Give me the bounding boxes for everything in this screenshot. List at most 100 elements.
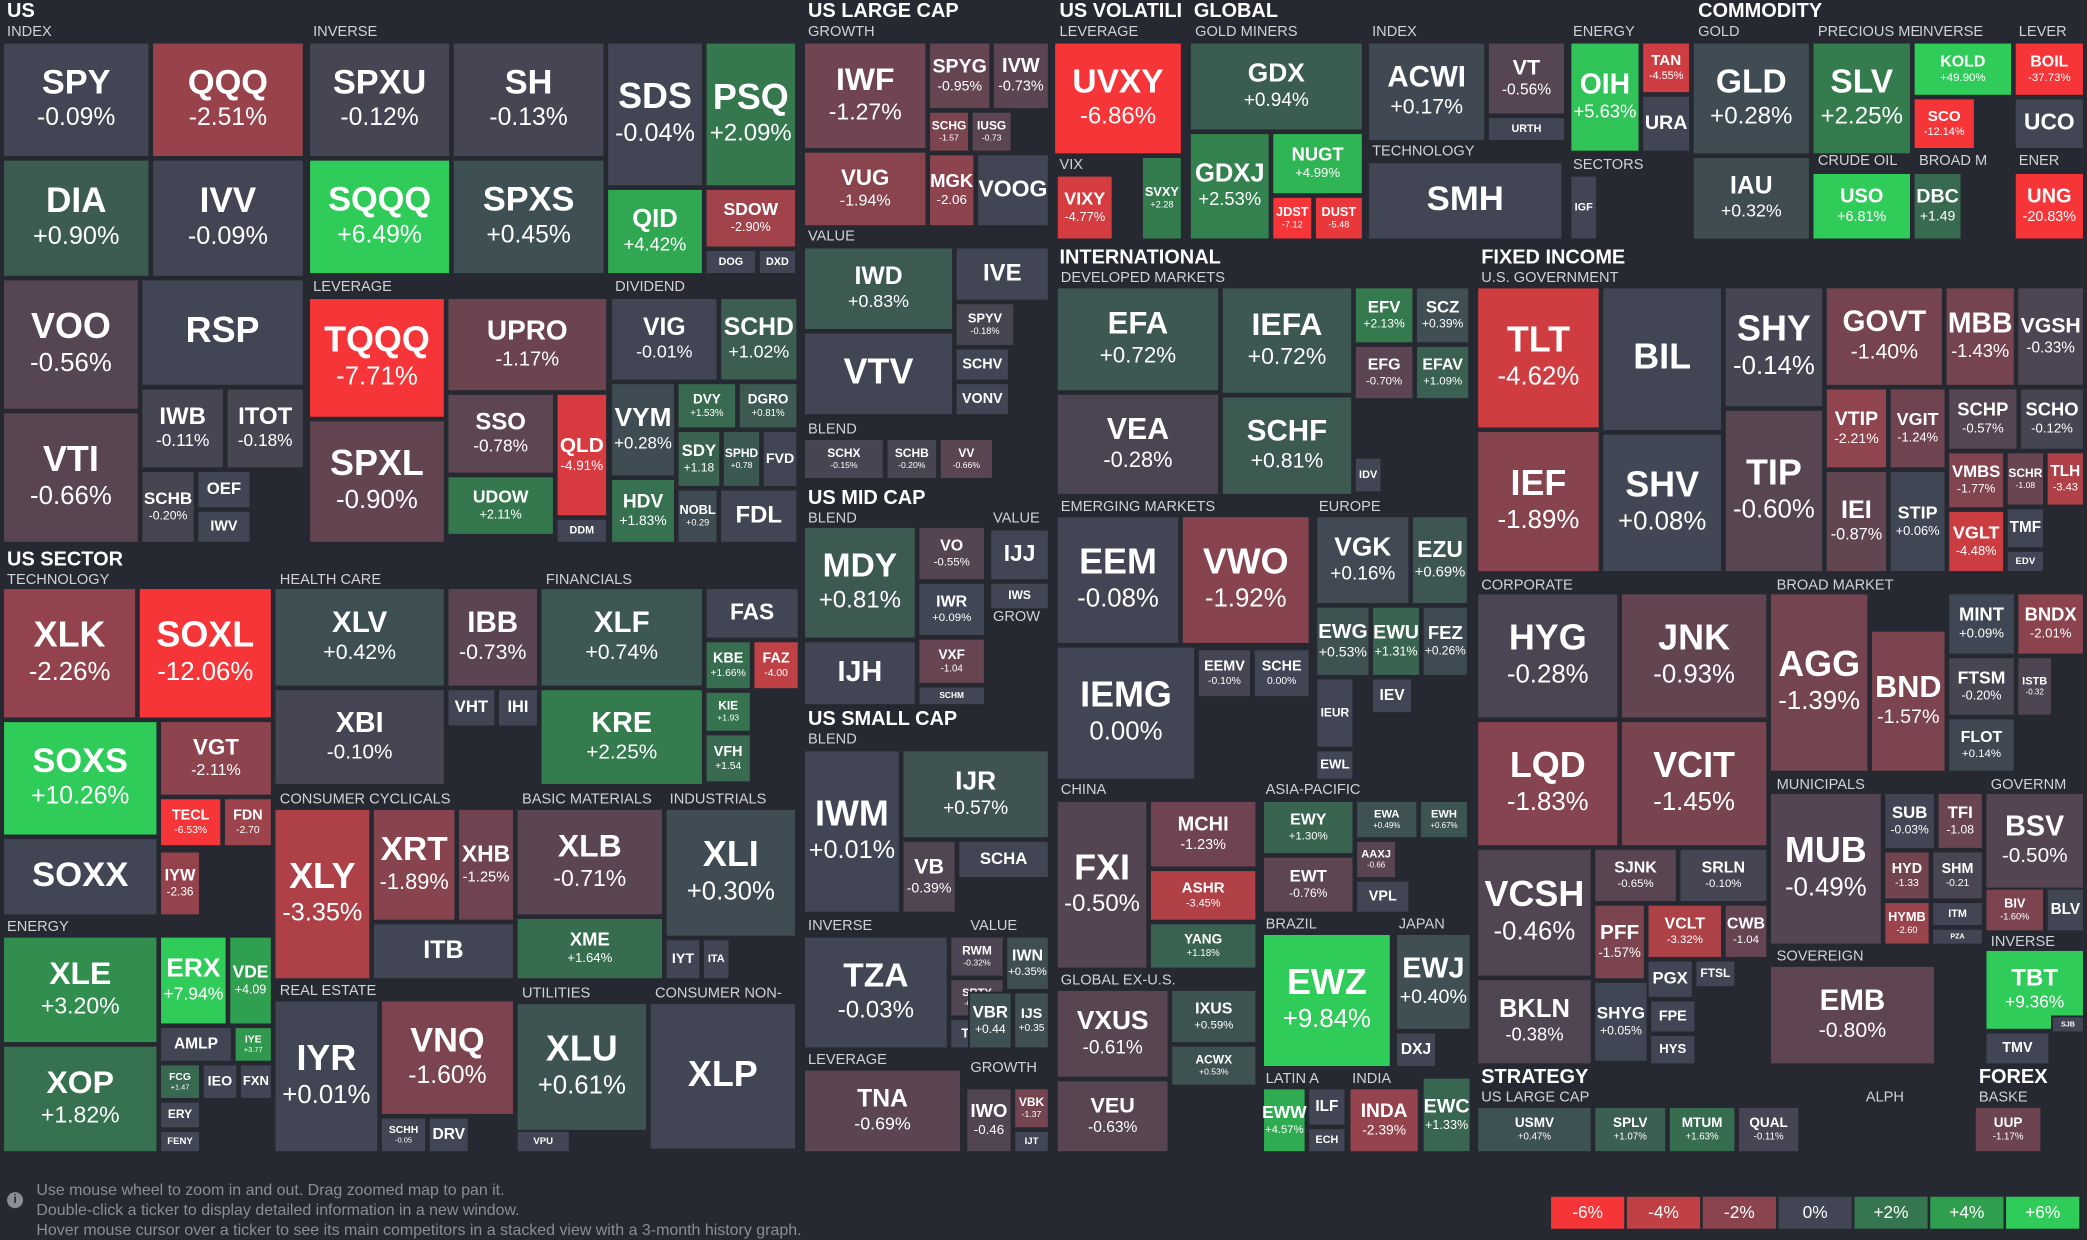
- ticker-tile[interactable]: [1348, 1087, 1420, 1154]
- ticker-tile[interactable]: [1476, 978, 1593, 1066]
- ticker-tile[interactable]: [1252, 648, 1311, 699]
- ticker-tile[interactable]: [1055, 174, 1114, 241]
- ticker-tile[interactable]: [1883, 901, 1931, 946]
- ticker-tile[interactable]: [1315, 515, 1411, 606]
- ticker-tile[interactable]: [1768, 592, 1870, 773]
- ticker-tile[interactable]: [371, 922, 515, 981]
- ticker-tile[interactable]: [1476, 592, 1620, 720]
- ticker-tile[interactable]: [2019, 387, 2085, 451]
- ticker-tile[interactable]: [1888, 387, 1947, 470]
- ticker-tile[interactable]: [1768, 791, 1883, 946]
- ticker-tile[interactable]: [1667, 1105, 1737, 1154]
- ticker-tile[interactable]: [917, 685, 986, 707]
- ticker-tile[interactable]: [151, 41, 305, 158]
- ticker-tile[interactable]: [1486, 116, 1567, 143]
- ticker-tile[interactable]: [803, 640, 917, 707]
- ticker-tile[interactable]: [1307, 1127, 1347, 1154]
- ticker-tile[interactable]: [1055, 392, 1221, 496]
- ticker-tile[interactable]: [1476, 286, 1601, 430]
- ticker-tile[interactable]: [704, 249, 758, 276]
- ticker-tile[interactable]: [1367, 41, 1487, 143]
- ticker-tile[interactable]: [515, 1129, 571, 1154]
- ticker-tile[interactable]: [1947, 451, 2006, 510]
- ticker-tile[interactable]: [159, 850, 201, 917]
- ticker-tile[interactable]: [451, 158, 606, 276]
- ticker-tile[interactable]: [1355, 879, 1411, 914]
- ticker-tile[interactable]: [803, 749, 901, 914]
- ticker-tile[interactable]: [2013, 97, 2085, 151]
- ticker-tile[interactable]: [1395, 1031, 1437, 1069]
- ticker-tile[interactable]: [159, 1100, 201, 1130]
- ticker-tile[interactable]: [497, 688, 539, 728]
- ticker-tile[interactable]: [1053, 41, 1183, 156]
- ticker-tile[interactable]: [1691, 41, 1811, 156]
- ticker-tile[interactable]: [2005, 549, 2046, 574]
- ticker-tile[interactable]: [719, 488, 799, 544]
- ticker-tile[interactable]: [901, 749, 1050, 840]
- ticker-tile[interactable]: [1947, 509, 2006, 574]
- ticker-tile[interactable]: [1947, 656, 2016, 717]
- ticker-tile[interactable]: [1415, 286, 1471, 345]
- ticker-tile[interactable]: [1824, 469, 1889, 574]
- ticker-tile[interactable]: [2005, 507, 2046, 550]
- ticker-tile[interactable]: [228, 935, 273, 1026]
- ticker-tile[interactable]: [2, 158, 151, 278]
- ticker-tile[interactable]: [610, 382, 676, 478]
- ticker-tile[interactable]: [989, 581, 1050, 611]
- ticker-tile[interactable]: [970, 110, 1013, 153]
- ticker-tile[interactable]: [539, 587, 704, 688]
- ticker-tile[interactable]: [1476, 720, 1620, 848]
- ticker-tile[interactable]: [1307, 1087, 1347, 1127]
- ticker-tile[interactable]: [2013, 171, 2085, 241]
- ticker-tile[interactable]: [1170, 988, 1258, 1045]
- ticker-tile[interactable]: [1371, 677, 1414, 715]
- ticker-tile[interactable]: [1912, 41, 2014, 97]
- ticker-tile[interactable]: [308, 419, 446, 544]
- ticker-tile[interactable]: [2045, 887, 2085, 933]
- ticker-tile[interactable]: [1421, 1076, 1472, 1154]
- ticker-tile[interactable]: [2, 720, 159, 837]
- ticker-tile[interactable]: [704, 187, 798, 249]
- ticker-tile[interactable]: [1569, 174, 1598, 241]
- ticker-tile[interactable]: [1411, 515, 1469, 606]
- ticker-tile[interactable]: [957, 839, 1050, 880]
- ticker-tile[interactable]: [1593, 1105, 1668, 1154]
- ticker-tile[interactable]: [273, 807, 372, 981]
- ticker-tile[interactable]: [1170, 1044, 1258, 1087]
- ticker-tile[interactable]: [140, 278, 305, 387]
- ticker-tile[interactable]: [1723, 408, 1825, 574]
- ticker-tile[interactable]: [1055, 988, 1170, 1079]
- ticker-tile[interactable]: [1419, 799, 1469, 840]
- ticker-tile[interactable]: [1220, 395, 1354, 496]
- ticker-tile[interactable]: [1768, 964, 1936, 1066]
- ticker-tile[interactable]: [379, 1116, 428, 1154]
- ticker-tile[interactable]: [606, 41, 704, 188]
- ticker-tile[interactable]: [1355, 839, 1398, 880]
- ticker-tile[interactable]: [196, 509, 252, 544]
- ticker-tile[interactable]: [1737, 1105, 1801, 1154]
- ticker-tile[interactable]: [917, 581, 986, 637]
- ticker-tile[interactable]: [1641, 94, 1692, 153]
- ticker-tile[interactable]: [1883, 850, 1931, 901]
- ticker-tile[interactable]: [1313, 195, 1364, 241]
- ticker-tile[interactable]: [752, 640, 800, 691]
- ticker-tile[interactable]: [917, 525, 986, 582]
- ticker-tile[interactable]: [308, 297, 446, 419]
- ticker-tile[interactable]: [159, 1129, 201, 1154]
- ticker-tile[interactable]: [967, 991, 1013, 1050]
- ticker-tile[interactable]: [761, 430, 799, 488]
- ticker-tile[interactable]: [954, 246, 1050, 302]
- ticker-tile[interactable]: [371, 807, 457, 922]
- ticker-tile[interactable]: [1811, 41, 1912, 156]
- ticker-tile[interactable]: [954, 382, 1010, 417]
- ticker-tile[interactable]: [225, 387, 305, 470]
- ticker-tile[interactable]: [446, 297, 609, 393]
- ticker-tile[interactable]: [151, 158, 305, 278]
- ticker-tile[interactable]: [446, 688, 497, 728]
- ticker-tile[interactable]: [664, 938, 702, 981]
- ticker-tile[interactable]: [1912, 97, 1976, 151]
- ticker-tile[interactable]: [140, 387, 225, 470]
- ticker-tile[interactable]: [1188, 41, 1364, 132]
- ticker-tile[interactable]: [451, 41, 606, 158]
- ticker-tile[interactable]: [721, 430, 762, 488]
